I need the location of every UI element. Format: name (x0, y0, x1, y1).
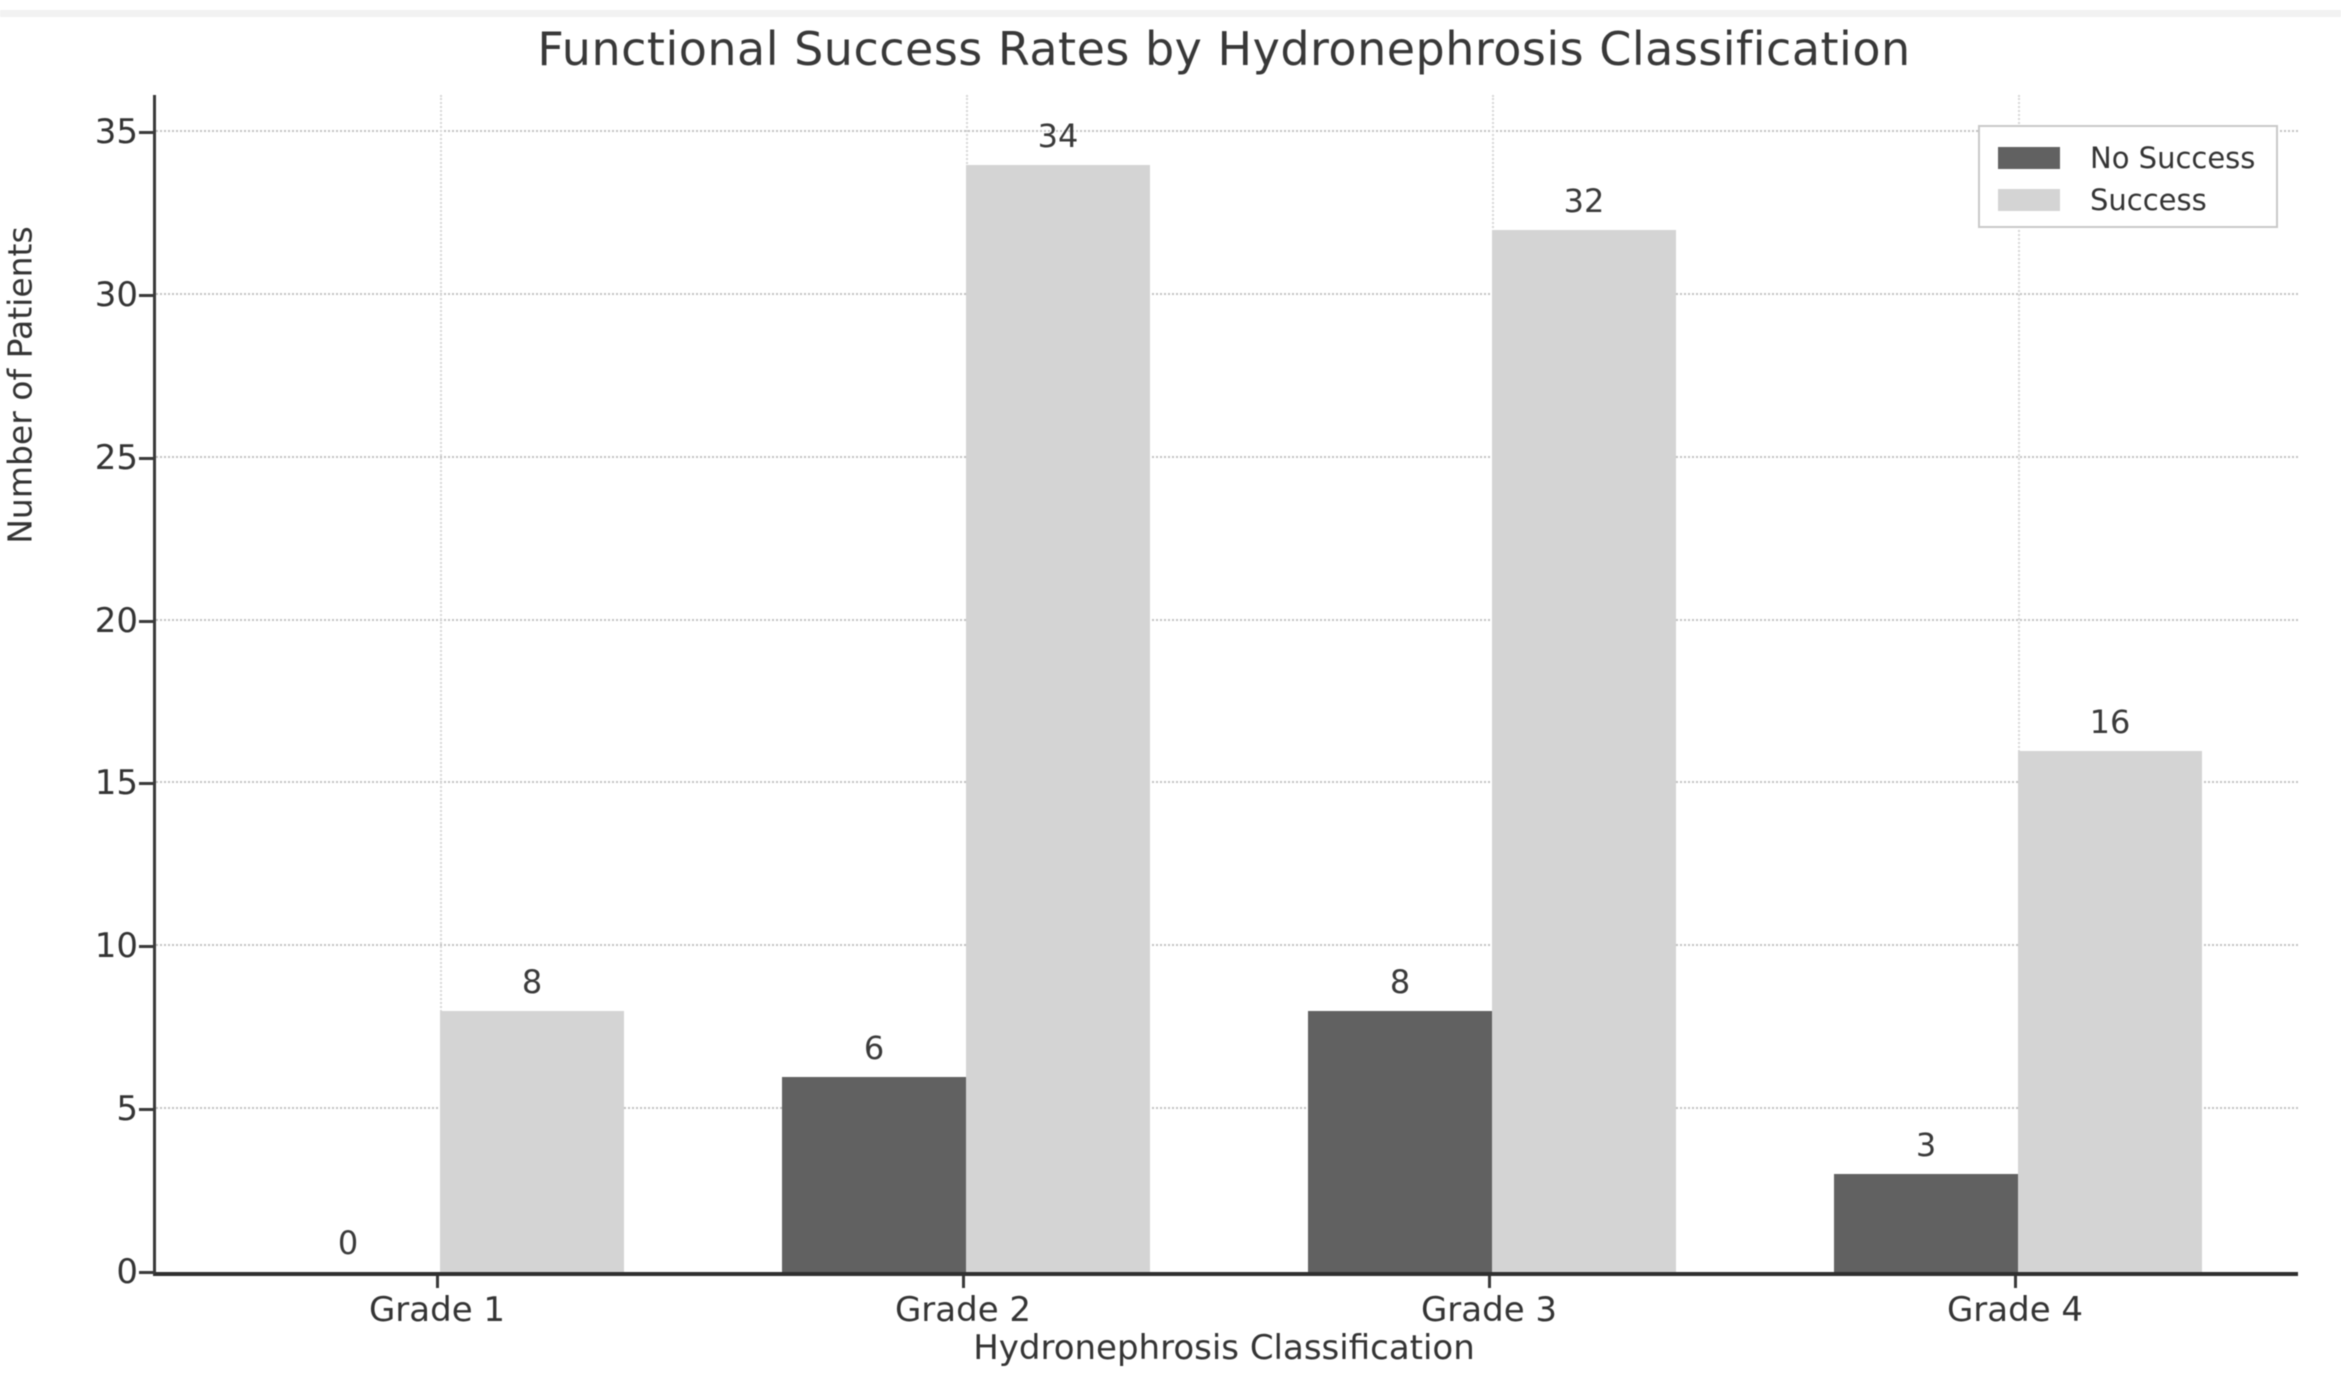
plot-area: 0 8 6 34 8 32 3 16 (153, 95, 2298, 1276)
bar-value-label-success-grade-2: 34 (1037, 117, 1079, 155)
y-tick-label-10: 10 (94, 926, 138, 967)
y-tick-mark-30 (139, 293, 153, 297)
x-tick-label-grade-4: Grade 4 (1946, 1290, 2084, 1330)
legend-swatch-success (1998, 189, 2060, 211)
legend-label-no-success: No Success (2090, 141, 2256, 175)
page-scan-band (0, 10, 2341, 17)
chart-title: Functional Success Rates by Hydronephros… (537, 22, 1911, 76)
bar-success-grade-3 (1492, 230, 1676, 1272)
legend-swatch-no-success (1998, 147, 2060, 169)
x-tick-label-grade-2: Grade 2 (894, 1290, 1032, 1330)
bar-value-label-success-grade-3: 32 (1563, 182, 1605, 220)
x-axis-label: Hydronephrosis Classification (973, 1328, 1475, 1368)
v-gridline-grade-1 (440, 95, 442, 1272)
bar-value-label-no-success-grade-3: 8 (1389, 963, 1411, 1001)
y-tick-label-35: 35 (94, 112, 138, 152)
h-gridline-15 (156, 781, 2298, 784)
legend-item-success: Success (1998, 179, 2276, 221)
bar-no-success-grade-3 (1308, 1011, 1492, 1272)
y-tick-label-20: 20 (94, 600, 138, 641)
y-tick-mark-10 (139, 945, 153, 949)
bar-no-success-grade-4 (1834, 1174, 2018, 1272)
y-tick-label-0: 0 (116, 1252, 138, 1292)
x-tick-mark-grade-1 (436, 1276, 439, 1288)
x-tick-mark-grade-3 (1488, 1276, 1491, 1288)
h-gridline-20 (156, 618, 2298, 621)
bar-success-grade-1 (440, 1011, 624, 1272)
legend: No Success Success (1978, 125, 2278, 228)
h-gridline-35 (156, 130, 2298, 133)
h-gridline-10 (156, 944, 2298, 947)
bar-no-success-grade-2 (782, 1077, 966, 1272)
y-tick-mark-15 (139, 782, 153, 786)
bar-value-label-success-grade-1: 8 (521, 963, 543, 1001)
h-gridline-5 (156, 1107, 2298, 1110)
bar-value-label-success-grade-4: 16 (2089, 703, 2131, 741)
y-tick-mark-5 (139, 1108, 153, 1112)
y-tick-label-25: 25 (94, 437, 138, 478)
h-gridline-30 (156, 292, 2298, 295)
x-tick-mark-grade-4 (2014, 1276, 2017, 1288)
v-gridline-grade-4 (2018, 95, 2020, 1272)
h-gridline-25 (156, 455, 2298, 458)
y-tick-mark-25 (139, 456, 153, 460)
x-tick-mark-grade-2 (962, 1276, 965, 1288)
bar-value-label-no-success-grade-4: 3 (1915, 1126, 1937, 1164)
y-axis-label: Number of Patients (0, 226, 40, 544)
x-tick-label-grade-3: Grade 3 (1420, 1290, 1558, 1330)
y-tick-mark-20 (139, 619, 153, 623)
bar-value-label-no-success-grade-1: 0 (337, 1224, 359, 1262)
legend-label-success: Success (2090, 183, 2207, 217)
y-tick-mark-35 (139, 131, 153, 134)
legend-item-no-success: No Success (1998, 137, 2276, 179)
bar-success-grade-4 (2018, 751, 2202, 1272)
y-tick-label-15: 15 (94, 763, 138, 804)
y-tick-label-30: 30 (94, 274, 138, 315)
bar-value-label-no-success-grade-2: 6 (863, 1029, 885, 1067)
y-tick-mark-0 (139, 1271, 153, 1274)
y-tick-label-5: 5 (116, 1089, 138, 1130)
bar-success-grade-2 (966, 165, 1150, 1272)
x-tick-label-grade-1: Grade 1 (368, 1290, 506, 1330)
